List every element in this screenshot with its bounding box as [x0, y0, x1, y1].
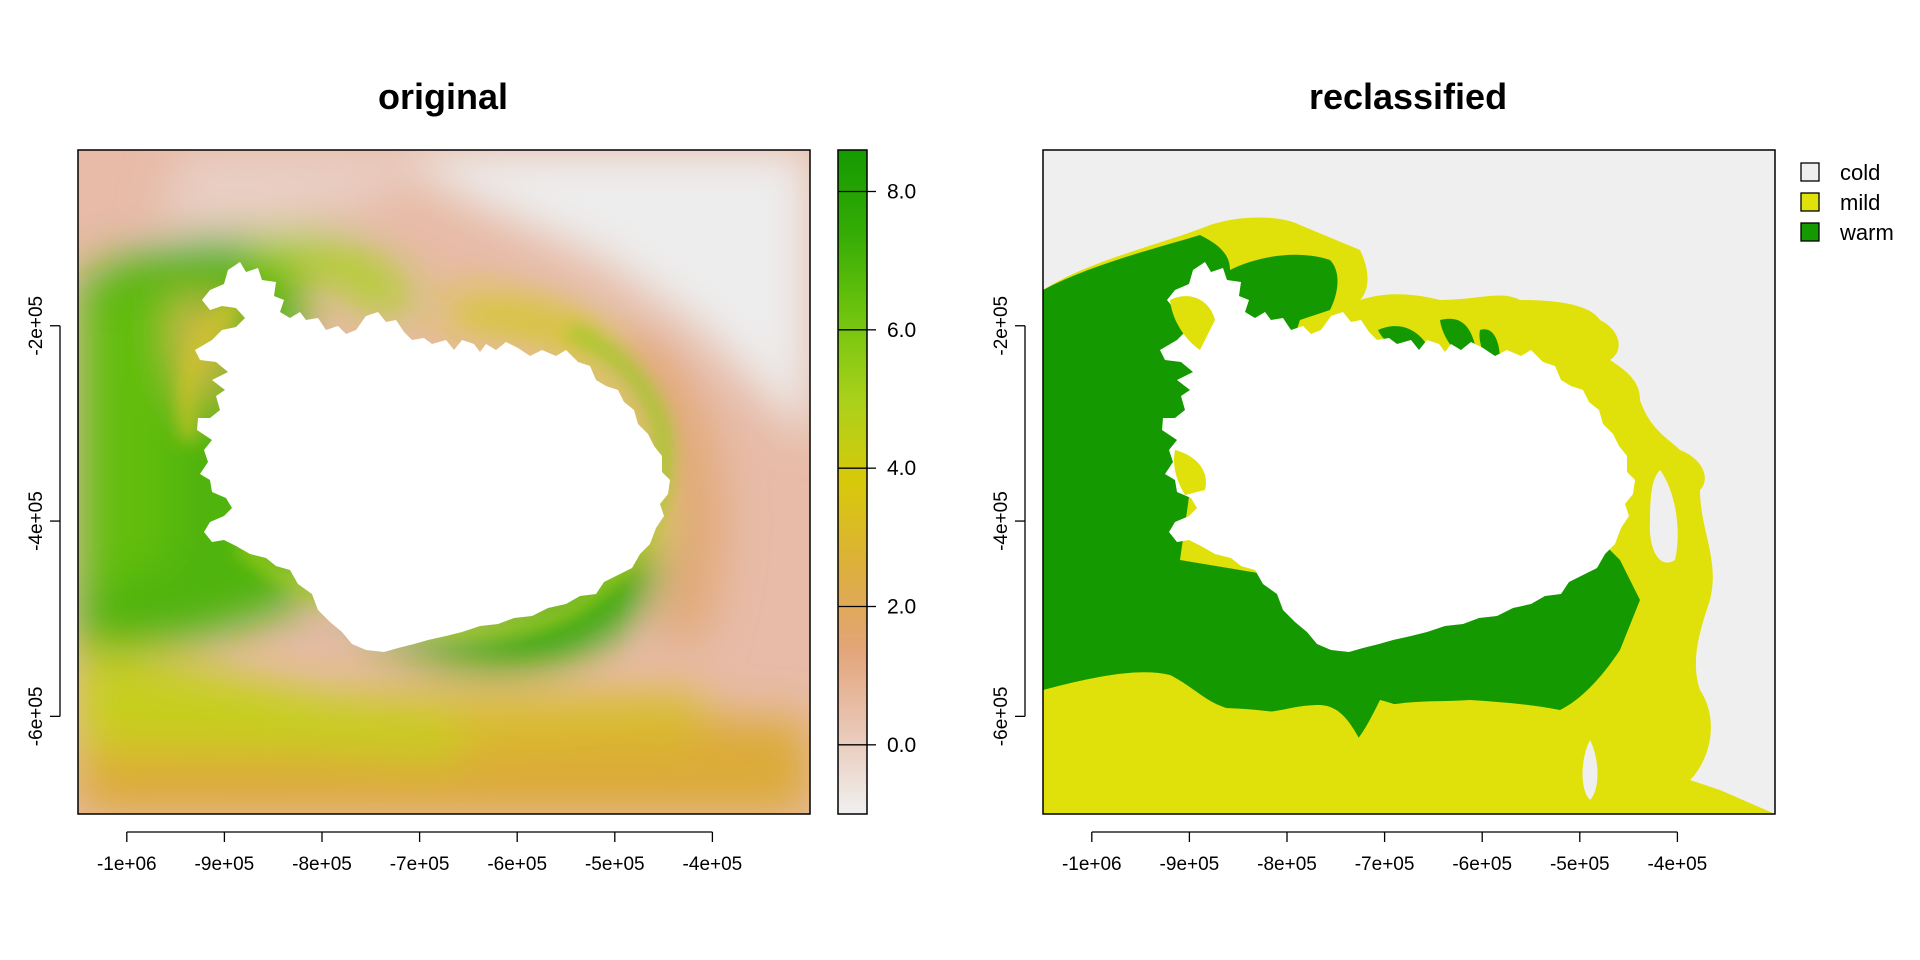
original-x-tick-label: -6e+05 — [487, 854, 547, 875]
original-x-tick-label: -9e+05 — [195, 854, 255, 875]
iceland-landmass-reclassified — [1160, 262, 1635, 652]
original-axes: -1e+06 -9e+05 -8e+05 -7e+05 -6e+05 -5e+05 -4e+… — [26, 296, 742, 875]
legend-swatch-mild — [1800, 192, 1820, 212]
colorbar-tick-label: 6.0 — [887, 319, 916, 342]
reclassified-plot-frame — [1042, 149, 1776, 815]
reclassified-x-tick-label: -9e+05 — [1160, 854, 1220, 875]
reclassified-axes: -1e+06 -9e+05 -8e+05 -7e+05 -6e+05 -5e+05 -4e+… — [991, 296, 1707, 875]
legend-label-cold: cold — [1840, 160, 1880, 185]
original-raster — [78, 150, 810, 814]
reclassified-y-tick-label: -4e+05 — [991, 491, 1012, 551]
colorbar-tick-label: 8.0 — [887, 181, 916, 204]
reclassified-x-tick-label: -8e+05 — [1257, 854, 1317, 875]
original-x-tick-label: -7e+05 — [390, 854, 450, 875]
legend-swatch-cold — [1800, 162, 1820, 182]
reclassified-x-tick-label: -5e+05 — [1550, 854, 1610, 875]
original-y-tick-label: -4e+05 — [26, 491, 47, 551]
colorbar-tick-label: 2.0 — [887, 596, 916, 619]
original-x-tick-label: -5e+05 — [585, 854, 645, 875]
original-y-tick-label: -6e+05 — [26, 687, 47, 747]
legend-label-mild: mild — [1840, 190, 1880, 215]
reclassified-title: reclassified — [1308, 76, 1508, 117]
original-x-tick-label: -8e+05 — [292, 854, 352, 875]
iceland-landmass — [195, 262, 670, 652]
reclassified-raster — [1043, 150, 1775, 814]
reclassified-x-tick-label: -1e+06 — [1062, 854, 1122, 875]
colorbar-tick-label: 0.0 — [887, 734, 916, 757]
original-x-tick-label: -1e+06 — [97, 854, 157, 875]
reclassified-x-tick-label: -7e+05 — [1355, 854, 1415, 875]
original-title: original — [377, 76, 508, 117]
colorbar: 8.0 6.0 4.0 2.0 0.0 — [837, 149, 916, 815]
reclassified-x-tick-label: -6e+05 — [1452, 854, 1512, 875]
reclassified-legend: cold mild warm — [1800, 160, 1894, 245]
colorbar-ramp — [837, 149, 868, 815]
original-plot-frame — [77, 149, 811, 815]
legend-swatch-warm — [1800, 222, 1820, 242]
colorbar-tick-label: 4.0 — [887, 457, 916, 480]
reclassified-y-tick-label: -6e+05 — [991, 687, 1012, 747]
reclassified-x-tick-label: -4e+05 — [1648, 854, 1708, 875]
reclassified-y-tick-label: -2e+05 — [991, 296, 1012, 356]
original-y-tick-label: -2e+05 — [26, 296, 47, 356]
legend-label-warm: warm — [1839, 220, 1894, 245]
original-x-tick-label: -4e+05 — [683, 854, 743, 875]
